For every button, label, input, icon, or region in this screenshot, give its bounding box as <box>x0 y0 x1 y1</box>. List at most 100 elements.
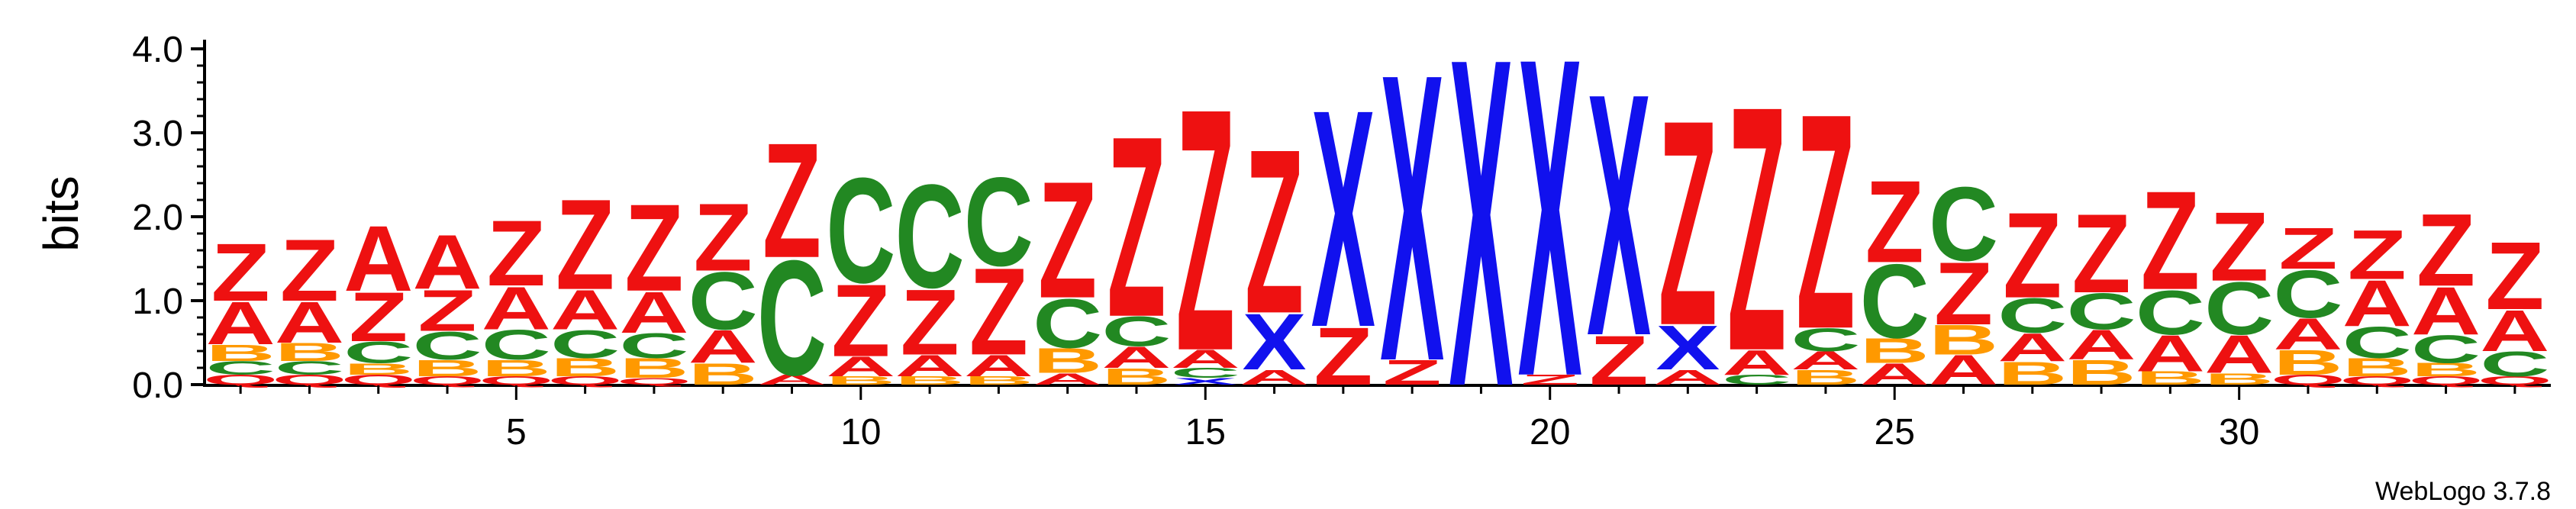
logo-letter-c: C <box>275 358 344 379</box>
logo-letter-z: Z <box>1520 372 1579 388</box>
x-tick-label: 5 <box>506 412 527 453</box>
logo-letter-a: A <box>895 349 965 383</box>
logo-letter-a: A <box>2273 309 2342 359</box>
logo-letter-a: A <box>550 278 620 341</box>
logo-letter-q: Q <box>617 376 692 387</box>
logo-letter-b: B <box>412 356 482 382</box>
logo-letter-a: A <box>1997 326 2067 370</box>
y-tick-label: 2.0 <box>132 198 183 238</box>
logo-letter-x: X <box>1380 0 1445 446</box>
logo-letter-b: B <box>2204 370 2274 388</box>
logo-letter-x: X <box>1311 44 1376 391</box>
axes <box>203 40 2551 387</box>
weblogo-branding: WebLogo 3.7.8 <box>2375 477 2551 506</box>
x-tick-label: 15 <box>1185 412 1226 453</box>
logo-letter-b: B <box>550 353 620 382</box>
logo-letter-z: Z <box>1865 156 1924 288</box>
logo-letter-b: B <box>206 340 276 366</box>
logo-letter-z: Z <box>1659 59 1717 387</box>
x-tick-label: 20 <box>1530 412 1570 453</box>
y-tick-label: 4.0 <box>132 30 183 70</box>
logo-letter-z: Z <box>2072 192 2131 317</box>
logo-letter-z: Z <box>831 263 890 379</box>
logo-letter-a: A <box>2204 324 2274 384</box>
logo-letter-c: C <box>2067 283 2136 340</box>
logo-letter-z: Z <box>418 278 477 343</box>
logo-letter-b: B <box>964 374 1033 387</box>
logo-letter-z: Z <box>901 270 959 375</box>
logo-letter-z: Z <box>349 278 408 356</box>
logo-letter-a: A <box>1791 346 1860 375</box>
logo-letter-z: Z <box>2416 192 2475 308</box>
logo-letter-c: C <box>757 227 827 410</box>
logo-letter-q: Q <box>2271 372 2345 388</box>
logo-letter-a: A <box>2411 273 2481 350</box>
logo-letter-a: A <box>2067 321 2136 369</box>
logo-letter-b: B <box>2273 343 2342 382</box>
logo-letter-c: C <box>1929 166 1998 284</box>
logo-letter-c: C <box>1997 288 2067 343</box>
logo-letter-a: A <box>206 289 276 357</box>
logo-letter-z: Z <box>1107 83 1165 372</box>
logo-letter-z: Z <box>969 242 1028 381</box>
logo-letter-q: Q <box>203 372 278 388</box>
logo-letter-c: C <box>1033 285 1102 363</box>
logo-letter-c: C <box>895 153 965 319</box>
logo-letter-b: B <box>826 374 895 387</box>
logo-letter-a: A <box>275 290 344 356</box>
logo-letter-q: Q <box>410 374 485 387</box>
logo-letter-c: C <box>619 327 688 366</box>
logo-letter-z: Z <box>1038 147 1097 333</box>
logo-letter-c: C <box>2480 345 2549 384</box>
logo-letter-c: C <box>343 335 413 369</box>
logo-letter-x: X <box>1449 0 1514 485</box>
logo-letter-x: X <box>1173 376 1237 387</box>
logo-letter-z: Z <box>2003 187 2062 324</box>
logo-letter-b: B <box>1860 331 1930 370</box>
logo-letter-c: C <box>2342 317 2412 367</box>
logo-letter-b: B <box>895 374 965 387</box>
logo-letter-c: C <box>550 322 620 366</box>
logo-letter-a: A <box>2136 325 2205 382</box>
logo-letter-b: B <box>343 360 413 379</box>
logo-letter-z: Z <box>2278 216 2337 282</box>
logo-letter-z: Z <box>624 178 683 317</box>
logo-letter-c: C <box>1860 243 1930 361</box>
logo-letter-b: B <box>1033 341 1102 380</box>
y-axis-ticks: 0.0 1.0 2.0 3.0 4.0 <box>132 30 205 406</box>
letter-stacks: QCBAZQCBAZQBCZAQBCZAQBCAZQBCAZQBCAZBACZA… <box>203 0 2552 485</box>
logo-letter-a: A <box>343 206 413 311</box>
logo-letter-c: C <box>1722 372 1791 388</box>
logo-letter-z: Z <box>280 221 339 320</box>
logo-letter-a: A <box>826 351 895 382</box>
logo-letter-z: Z <box>1796 50 1855 393</box>
logo-letter-z: Z <box>762 109 821 292</box>
logo-letter-z: Z <box>2348 216 2407 295</box>
x-tick-label: 10 <box>840 412 881 453</box>
logo-letter-z: Z <box>1245 100 1304 362</box>
logo-letter-b: B <box>619 353 688 384</box>
logo-letter-b: B <box>482 356 551 382</box>
logo-letter-q: Q <box>2339 374 2414 387</box>
logo-letter-a: A <box>1101 340 1171 375</box>
logo-letter-q: Q <box>2408 374 2483 387</box>
logo-letter-a: A <box>2480 298 2549 364</box>
y-tick-label: 0.0 <box>132 366 183 406</box>
logo-letter-a: A <box>2342 266 2412 340</box>
logo-letter-z: Z <box>211 227 270 318</box>
logo-letter-a: A <box>482 275 551 343</box>
logo-letter-b: B <box>275 337 344 366</box>
logo-letter-z: Z <box>1934 243 1993 343</box>
logo-letter-a: A <box>1240 366 1309 389</box>
logo-letter-q: Q <box>479 374 553 387</box>
logo-letter-b: B <box>2136 368 2205 388</box>
logo-letter-x: X <box>1518 0 1583 472</box>
logo-letter-c: C <box>2204 266 2274 350</box>
y-tick-label: 3.0 <box>132 114 183 154</box>
logo-letter-a: A <box>688 321 758 373</box>
logo-letter-c: C <box>2411 327 2481 372</box>
logo-letter-a: A <box>1033 370 1102 388</box>
logo-letter-c: C <box>1101 308 1171 355</box>
logo-letter-c: C <box>1171 366 1240 382</box>
